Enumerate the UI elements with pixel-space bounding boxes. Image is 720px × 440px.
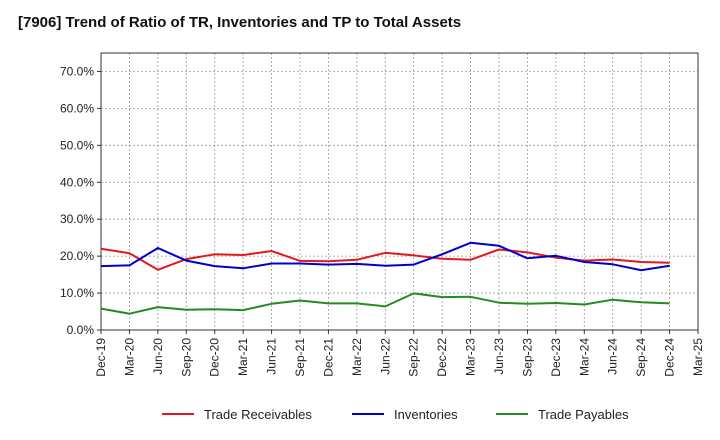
x-tick-label: Dec-23: [549, 338, 563, 377]
x-tick-label: Mar-25: [691, 338, 705, 376]
x-tick-label: Sep-24: [634, 338, 648, 377]
x-tick-label: Mar-21: [236, 338, 250, 376]
x-tick-label: Dec-19: [94, 338, 108, 377]
y-tick-label: 10.0%: [60, 286, 94, 300]
x-tick-label: Jun-20: [151, 338, 165, 375]
series-line: [100, 292, 670, 315]
y-tick-label: 60.0%: [60, 101, 94, 115]
x-tick-label: Jun-23: [492, 338, 506, 375]
x-tick-label: Mar-23: [464, 338, 478, 376]
y-tick-label: 20.0%: [60, 249, 94, 263]
x-tick-label: Sep-21: [293, 338, 307, 377]
plot-border: [100, 52, 699, 331]
chart-title: [7906] Trend of Ratio of TR, Inventories…: [18, 14, 462, 31]
x-tick-label: Dec-21: [321, 338, 335, 377]
legend-label: Trade Payables: [538, 407, 629, 422]
y-tick-label: 70.0%: [60, 64, 94, 78]
x-tick-label: Dec-22: [435, 338, 449, 377]
x-tick-label: Sep-20: [179, 338, 193, 377]
y-tick-label: 0.0%: [67, 323, 95, 337]
x-tick-label: Sep-23: [520, 338, 534, 377]
x-tick-label: Sep-22: [407, 338, 421, 377]
x-tick-label: Jun-22: [378, 338, 392, 375]
y-tick-label: 40.0%: [60, 175, 94, 189]
x-tick-label: Mar-20: [122, 338, 136, 376]
x-tick-label: Jun-24: [606, 338, 620, 375]
y-tick-label: 50.0%: [60, 138, 94, 152]
series-line: [100, 241, 670, 272]
x-tick-label: Jun-21: [265, 338, 279, 375]
x-tick-label: Mar-22: [350, 338, 364, 376]
y-tick-label: 30.0%: [60, 212, 94, 226]
plot-area: [101, 53, 698, 330]
legend-label: Inventories: [394, 407, 458, 422]
x-tick-label: Dec-20: [208, 338, 222, 377]
x-tick-label: Mar-24: [577, 338, 591, 376]
legend-label: Trade Receivables: [204, 407, 312, 422]
x-tick-label: Dec-24: [663, 338, 677, 377]
